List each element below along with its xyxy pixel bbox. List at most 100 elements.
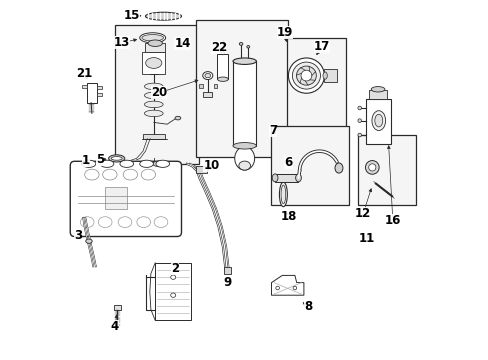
- Text: 15: 15: [124, 9, 140, 22]
- Ellipse shape: [148, 40, 162, 46]
- Ellipse shape: [272, 174, 277, 182]
- Ellipse shape: [279, 182, 287, 207]
- Text: 22: 22: [211, 41, 227, 54]
- Ellipse shape: [98, 217, 112, 228]
- Bar: [142, 134, 164, 139]
- Ellipse shape: [118, 217, 132, 228]
- Bar: [366, 99, 390, 144]
- Bar: [271, 126, 348, 205]
- Ellipse shape: [281, 185, 285, 204]
- Ellipse shape: [221, 52, 224, 55]
- Ellipse shape: [142, 35, 163, 41]
- Bar: [115, 25, 199, 164]
- Ellipse shape: [141, 169, 155, 180]
- Ellipse shape: [170, 275, 175, 279]
- Bar: [223, 267, 230, 274]
- Bar: [232, 61, 256, 146]
- Text: 19: 19: [276, 26, 292, 39]
- Text: 10: 10: [203, 159, 219, 172]
- Ellipse shape: [140, 160, 153, 167]
- Ellipse shape: [370, 86, 384, 92]
- Text: 2: 2: [171, 262, 179, 275]
- FancyBboxPatch shape: [70, 161, 181, 237]
- Text: 16: 16: [384, 214, 400, 227]
- Bar: [199, 84, 203, 88]
- Text: 18: 18: [280, 210, 296, 223]
- Ellipse shape: [374, 114, 382, 127]
- Ellipse shape: [292, 286, 296, 290]
- Ellipse shape: [108, 155, 124, 162]
- Text: 6: 6: [284, 156, 292, 169]
- Ellipse shape: [232, 58, 256, 64]
- Ellipse shape: [357, 119, 361, 122]
- Ellipse shape: [371, 111, 385, 130]
- Bar: [213, 84, 217, 88]
- Ellipse shape: [145, 58, 162, 68]
- Text: 8: 8: [304, 300, 312, 313]
- Text: 1: 1: [82, 154, 90, 167]
- Bar: [357, 135, 415, 205]
- Ellipse shape: [238, 161, 250, 170]
- Ellipse shape: [80, 217, 94, 228]
- Ellipse shape: [232, 143, 256, 149]
- Ellipse shape: [288, 58, 324, 93]
- Bar: [114, 305, 121, 310]
- Ellipse shape: [152, 161, 167, 167]
- Bar: [145, 43, 165, 52]
- Bar: [105, 187, 126, 209]
- Bar: [275, 174, 298, 182]
- Text: 9: 9: [223, 276, 231, 289]
- Ellipse shape: [170, 293, 175, 297]
- Text: 7: 7: [269, 124, 277, 137]
- Bar: [286, 38, 346, 140]
- Text: 12: 12: [354, 207, 371, 220]
- Bar: [368, 90, 386, 99]
- Ellipse shape: [123, 169, 137, 180]
- Text: 21: 21: [76, 67, 92, 80]
- Ellipse shape: [156, 160, 169, 167]
- Ellipse shape: [334, 163, 342, 173]
- Ellipse shape: [365, 161, 378, 174]
- Bar: [142, 52, 165, 74]
- Ellipse shape: [234, 147, 254, 170]
- Ellipse shape: [84, 169, 99, 180]
- Ellipse shape: [357, 106, 361, 110]
- Text: 4: 4: [111, 320, 119, 333]
- Ellipse shape: [175, 116, 181, 120]
- Ellipse shape: [301, 70, 311, 81]
- Ellipse shape: [140, 33, 165, 43]
- Polygon shape: [271, 275, 303, 295]
- Bar: [97, 93, 102, 96]
- Text: 14: 14: [174, 37, 190, 50]
- Bar: [87, 83, 97, 103]
- Ellipse shape: [322, 72, 326, 79]
- Ellipse shape: [85, 239, 92, 243]
- Ellipse shape: [145, 12, 181, 20]
- Ellipse shape: [204, 73, 210, 78]
- Ellipse shape: [102, 169, 117, 180]
- Ellipse shape: [144, 92, 163, 99]
- Text: 11: 11: [358, 232, 374, 245]
- Bar: [324, 69, 336, 82]
- Bar: [82, 85, 87, 88]
- Ellipse shape: [275, 286, 279, 290]
- Bar: [155, 263, 191, 320]
- Ellipse shape: [120, 160, 133, 167]
- Bar: [196, 166, 206, 173]
- Ellipse shape: [111, 157, 122, 160]
- Ellipse shape: [296, 66, 316, 85]
- Ellipse shape: [144, 101, 163, 108]
- Ellipse shape: [246, 46, 249, 48]
- Ellipse shape: [295, 174, 301, 182]
- Ellipse shape: [144, 110, 163, 117]
- Ellipse shape: [100, 160, 114, 167]
- Text: 20: 20: [150, 86, 166, 99]
- Text: 13: 13: [114, 36, 130, 49]
- Text: 3: 3: [74, 229, 82, 242]
- Ellipse shape: [137, 217, 150, 228]
- Text: 5: 5: [96, 153, 103, 166]
- Ellipse shape: [368, 164, 375, 171]
- Bar: [203, 92, 212, 97]
- Ellipse shape: [217, 77, 228, 81]
- Ellipse shape: [144, 83, 163, 90]
